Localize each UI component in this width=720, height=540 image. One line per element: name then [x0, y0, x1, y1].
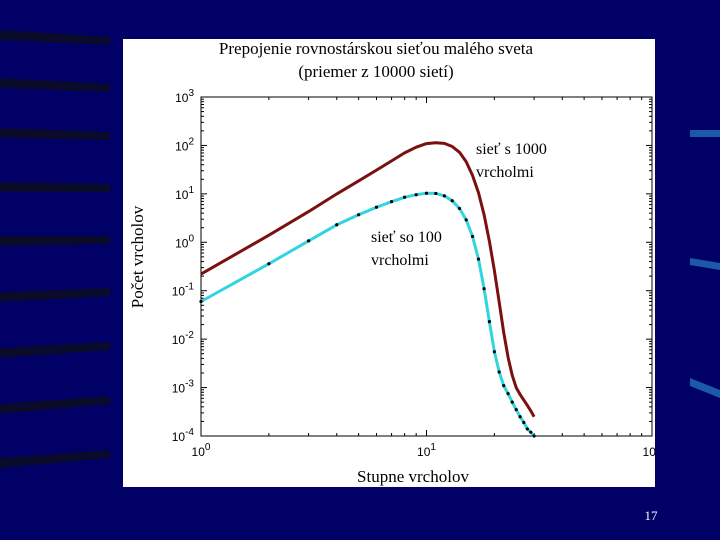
- series-1-point: [434, 191, 438, 196]
- x-tick-labels: 100 101 102: [192, 442, 662, 459]
- y-tick-label: 101: [175, 185, 194, 202]
- y-tick-label: 10-4: [172, 427, 195, 444]
- series-1-point: [532, 434, 536, 438]
- x-axis-label: Stupne vrcholov: [357, 467, 469, 486]
- series-1-point: [470, 234, 475, 239]
- series-1-point: [518, 415, 522, 419]
- chart: Prepojenie rovnostárskou sieťou malého s…: [128, 39, 662, 486]
- series-1-point: [492, 350, 496, 354]
- series-1-point: [267, 262, 271, 266]
- x-tick-label: 101: [417, 442, 436, 459]
- y-tick-label: 10-1: [172, 282, 195, 299]
- x-tick-label: 100: [192, 442, 211, 459]
- series-1-point: [482, 287, 486, 291]
- annotation-small-network-line1: sieť so 100: [371, 229, 442, 246]
- series-1-point: [403, 195, 407, 199]
- y-tick-label: 10-3: [172, 379, 195, 396]
- series-1-point: [497, 370, 501, 374]
- annotation-large-network-line1: sieť s 1000: [476, 141, 547, 158]
- y-tick-labels: 103 102 101 100 10-1 10-2 10-3 10-4: [172, 88, 195, 444]
- series-1-point: [487, 320, 491, 324]
- series-1-point: [357, 213, 361, 217]
- chart-title: Prepojenie rovnostárskou sieťou malého s…: [219, 39, 534, 58]
- series-1-point: [335, 223, 339, 227]
- axis-ticks: [200, 96, 653, 437]
- y-axis-label: Počet vrcholov: [128, 205, 147, 308]
- series-1-point: [424, 191, 429, 195]
- series-1-point: [510, 400, 514, 404]
- series-1-point: [525, 427, 529, 431]
- series-1-point: [389, 200, 394, 204]
- series-1-point: [464, 218, 468, 222]
- series-1-point: [199, 299, 203, 304]
- series-1-point: [506, 392, 510, 396]
- series-1-point: [414, 193, 418, 197]
- y-tick-label: 100: [175, 233, 194, 250]
- series-1-point: [374, 205, 379, 209]
- chart-panel: Prepojenie rovnostárskou sieťou malého s…: [123, 39, 662, 487]
- series-1-point: [450, 199, 454, 203]
- slide-number: 17: [644, 508, 658, 523]
- y-tick-label: 10-2: [172, 330, 195, 347]
- series-1-point: [306, 239, 311, 243]
- series-1-point: [476, 257, 481, 261]
- annotation-large-network-line2: vrcholmi: [476, 164, 534, 181]
- annotation-small-network-line2: vrcholmi: [371, 252, 429, 269]
- series-1-point: [529, 430, 533, 434]
- series-line-1: [200, 191, 536, 437]
- y-tick-label: 102: [175, 136, 194, 153]
- series-1-point: [502, 383, 506, 388]
- series-markers: [199, 191, 536, 438]
- chart-subtitle: (priemer z 10000 sietí): [298, 62, 453, 81]
- series-1-point: [457, 206, 462, 211]
- series-1-point: [522, 420, 526, 425]
- series-1-point: [514, 408, 518, 412]
- y-tick-label: 103: [175, 88, 194, 105]
- series-line-0: [200, 141, 536, 418]
- series-1-point: [442, 194, 446, 198]
- x-tick-label: 102: [643, 442, 655, 459]
